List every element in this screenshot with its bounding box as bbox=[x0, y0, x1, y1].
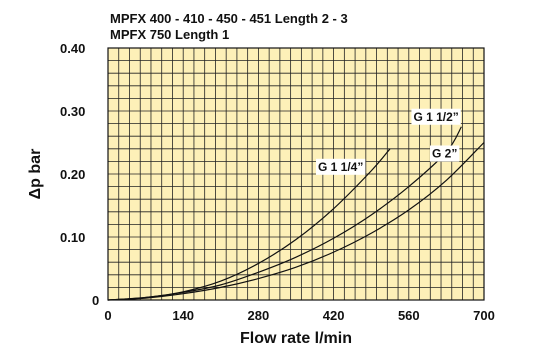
series-label: G 1 1/4” bbox=[318, 160, 363, 174]
x-tick-label: 140 bbox=[172, 308, 194, 323]
grid-lines bbox=[108, 48, 484, 300]
x-tick-label: 560 bbox=[398, 308, 420, 323]
x-tick-label: 700 bbox=[473, 308, 495, 323]
plot-frame bbox=[107, 47, 485, 301]
series-label-background bbox=[411, 108, 461, 125]
y-tick-label: 0 bbox=[92, 293, 99, 308]
series-label-background bbox=[430, 145, 460, 162]
y-tick-label: 0.10 bbox=[60, 230, 85, 245]
x-tick-labels: 0 140 280 420 560 700 bbox=[104, 308, 494, 323]
series-labels: G 1 1/4” G 1 1/2” G 2” bbox=[316, 108, 461, 175]
chart-title: MPFX 400 - 410 - 450 - 451 Length 2 - 3 … bbox=[110, 11, 348, 42]
y-tick-labels: 0 0.10 0.20 0.30 0.40 bbox=[60, 41, 99, 308]
y-tick-label: 0.40 bbox=[60, 41, 85, 56]
x-tick-label: 0 bbox=[104, 308, 111, 323]
y-tick-label: 0.20 bbox=[60, 167, 85, 182]
x-tick-label: 280 bbox=[248, 308, 270, 323]
series-line bbox=[107, 142, 485, 301]
x-tick-label: 420 bbox=[323, 308, 345, 323]
series-label-background bbox=[316, 158, 366, 175]
y-axis-label: Δp bar bbox=[27, 149, 44, 200]
chart-title-line-2: MPFX 750 Length 1 bbox=[110, 27, 229, 42]
series-line bbox=[107, 126, 462, 301]
x-axis-label: Flow rate l/min bbox=[240, 330, 352, 347]
chart-title-line-1: MPFX 400 - 410 - 450 - 451 Length 2 - 3 bbox=[110, 11, 348, 26]
series-label: G 1 1/2” bbox=[413, 110, 458, 124]
series-label: G 2” bbox=[432, 147, 457, 161]
series-curves bbox=[107, 126, 485, 301]
y-tick-label: 0.30 bbox=[60, 104, 85, 119]
